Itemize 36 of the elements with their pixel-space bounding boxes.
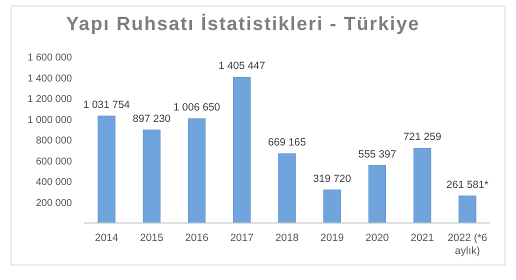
x-tick-label: 2022 (*6 aylık) (448, 232, 488, 257)
chart-title: Yapı Ruhsatı İstatistikleri - Türkiye (66, 13, 420, 35)
data-label: 1 006 650 (173, 102, 220, 114)
data-label: 555 397 (358, 148, 396, 160)
data-label: 721 259 (403, 131, 442, 144)
y-tick-label: 200 000 (36, 198, 72, 209)
x-tick-label: 2015 (140, 232, 164, 244)
y-tick-label: 800 000 (36, 136, 72, 146)
y-tick-label: 1 000 000 (28, 114, 72, 126)
bar (188, 118, 206, 224)
data-label: 669 165 (268, 136, 306, 149)
bar (142, 130, 160, 224)
x-tick-label: 2018 (275, 232, 299, 244)
y-tick-label: 1 600 000 (28, 52, 72, 64)
x-tick-label: 2016 (185, 232, 209, 244)
data-label: 1 405 447 (218, 60, 266, 72)
bar (323, 190, 341, 224)
x-tick-label: 2021 (410, 232, 434, 244)
x-tick-label: 2014 (94, 232, 118, 244)
bar (414, 148, 432, 224)
y-tick-label: 1 200 000 (28, 94, 72, 105)
bar (458, 196, 476, 224)
x-tick-label: 2017 (230, 232, 254, 244)
bar (98, 116, 116, 224)
y-tick-label: 1 400 000 (28, 73, 72, 84)
x-tick-label: 2019 (320, 232, 344, 244)
data-label: 897 230 (132, 112, 171, 125)
bar (233, 76, 251, 224)
x-tick-label: 2020 (366, 232, 390, 244)
data-label: 261 581* (446, 178, 488, 191)
bar (368, 165, 386, 224)
bar (278, 153, 296, 224)
y-tick-label: 400 000 (36, 177, 72, 188)
y-tick-label: 600 000 (36, 156, 72, 168)
data-label: 319 720 (313, 172, 352, 185)
data-label: 1 031 754 (83, 98, 130, 111)
